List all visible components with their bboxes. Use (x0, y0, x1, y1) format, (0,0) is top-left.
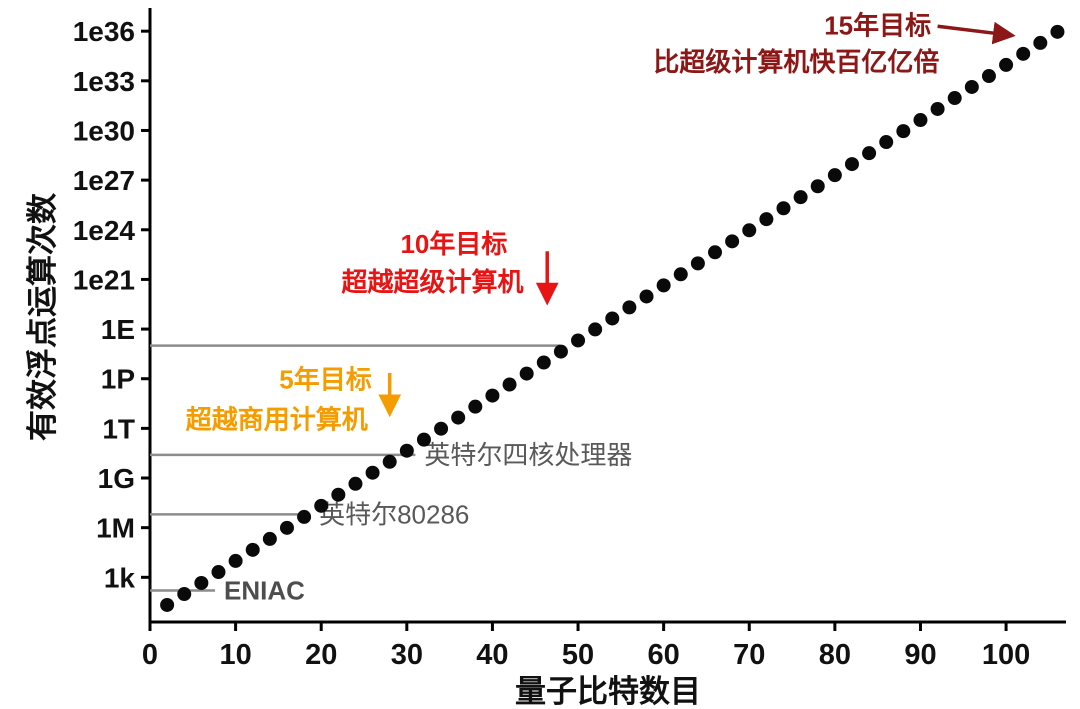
y-axis-label: 有效浮点运算次数 (25, 193, 60, 441)
data-point (1050, 24, 1065, 39)
data-point (947, 91, 962, 106)
data-point (690, 256, 705, 271)
data-points (160, 24, 1065, 612)
x-axis-label: 量子比特数目 (515, 674, 701, 709)
data-point (896, 124, 911, 139)
data-point (279, 520, 294, 535)
x-tick-label: 50 (562, 639, 594, 671)
data-point (930, 101, 945, 116)
data-point (194, 575, 209, 590)
data-point (793, 190, 808, 205)
x-tick-label: 80 (819, 639, 851, 671)
x-tick-label: 20 (305, 639, 337, 671)
y-tick-label: 1e36 (73, 16, 135, 47)
data-point (776, 201, 791, 216)
data-point (314, 498, 329, 513)
data-point (742, 223, 757, 238)
data-point (451, 410, 466, 425)
data-point (553, 344, 568, 359)
data-point (810, 179, 825, 194)
data-point (331, 487, 346, 502)
data-point (211, 565, 226, 580)
x-tick-label: 100 (982, 639, 1030, 671)
y-tick-label: 1k (104, 562, 136, 593)
data-point (708, 245, 723, 260)
data-point (434, 421, 449, 436)
x-tick-label: 90 (904, 639, 936, 671)
y-tick-label: 1e33 (73, 66, 135, 97)
data-point (964, 79, 979, 94)
data-point (622, 300, 637, 315)
data-point (656, 278, 671, 293)
data-point (571, 333, 586, 348)
data-point (485, 388, 500, 403)
data-point (399, 443, 414, 458)
y-tick-label: 1e21 (73, 264, 135, 295)
annotation-text: 10年目标 (400, 229, 507, 259)
y-tick-label: 1e27 (73, 165, 135, 196)
data-point (245, 542, 260, 557)
data-point (365, 465, 380, 480)
axes (148, 8, 1066, 624)
data-point (588, 322, 603, 337)
data-point (177, 587, 192, 602)
data-point (297, 509, 312, 524)
annotation-text: 超越商用计算机 (186, 404, 368, 434)
data-point (981, 69, 996, 84)
data-point (519, 366, 534, 381)
data-point (502, 377, 517, 392)
data-point (1033, 35, 1048, 50)
refline-label-eniac: ENIAC (224, 576, 305, 606)
y-tick-label: 1T (102, 413, 135, 444)
y-tick-label: 1E (101, 314, 135, 345)
data-point (844, 157, 859, 172)
y-tick-label: 1e24 (73, 215, 136, 246)
annotation-text: 比超级计算机快百亿亿倍 (653, 47, 939, 77)
data-point (262, 531, 277, 546)
data-point (639, 289, 654, 304)
x-tick-label: 10 (219, 639, 251, 671)
refline-label-intel-80286: 英特尔80286 (319, 499, 469, 529)
data-point (228, 553, 243, 568)
y-tick-label: 1G (98, 463, 135, 494)
x-tick-label: 40 (476, 639, 508, 671)
data-point (348, 476, 363, 491)
data-point (999, 57, 1014, 72)
annotation-text: 5年目标 (279, 365, 371, 395)
annotation-text: 超越超级计算机 (341, 267, 523, 297)
data-point (382, 454, 397, 469)
data-point (468, 399, 483, 414)
y-tick-label: 1M (96, 513, 135, 544)
data-point (862, 146, 877, 161)
data-point (1016, 46, 1031, 61)
data-point (725, 234, 740, 249)
x-tick-label: 70 (733, 639, 765, 671)
x-tick-label: 30 (391, 639, 423, 671)
data-point (160, 597, 175, 612)
data-point (536, 355, 551, 370)
data-point (416, 432, 431, 447)
y-tick-label: 1P (101, 364, 135, 395)
annotation-text: 15年目标 (824, 10, 931, 40)
refline-label-intel-quadcore: 英特尔四核处理器 (424, 440, 632, 470)
data-point (673, 267, 688, 282)
data-point (759, 212, 774, 227)
data-point (827, 168, 842, 183)
x-tick-label: 0 (142, 639, 158, 671)
x-tick-label: 60 (648, 639, 680, 671)
data-point (913, 113, 928, 128)
y-axis-ticks: 1e36 1e33 1e30 1e27 1e24 1e21 1E 1P 1T 1G 1M 1k (73, 16, 150, 593)
data-point (605, 311, 620, 326)
x-axis-ticks: 0 10 20 30 40 50 60 70 80 90 100 (142, 622, 1030, 671)
annotation-arrow (937, 21, 1016, 45)
data-point (879, 135, 894, 150)
y-tick-label: 1e30 (73, 115, 135, 146)
